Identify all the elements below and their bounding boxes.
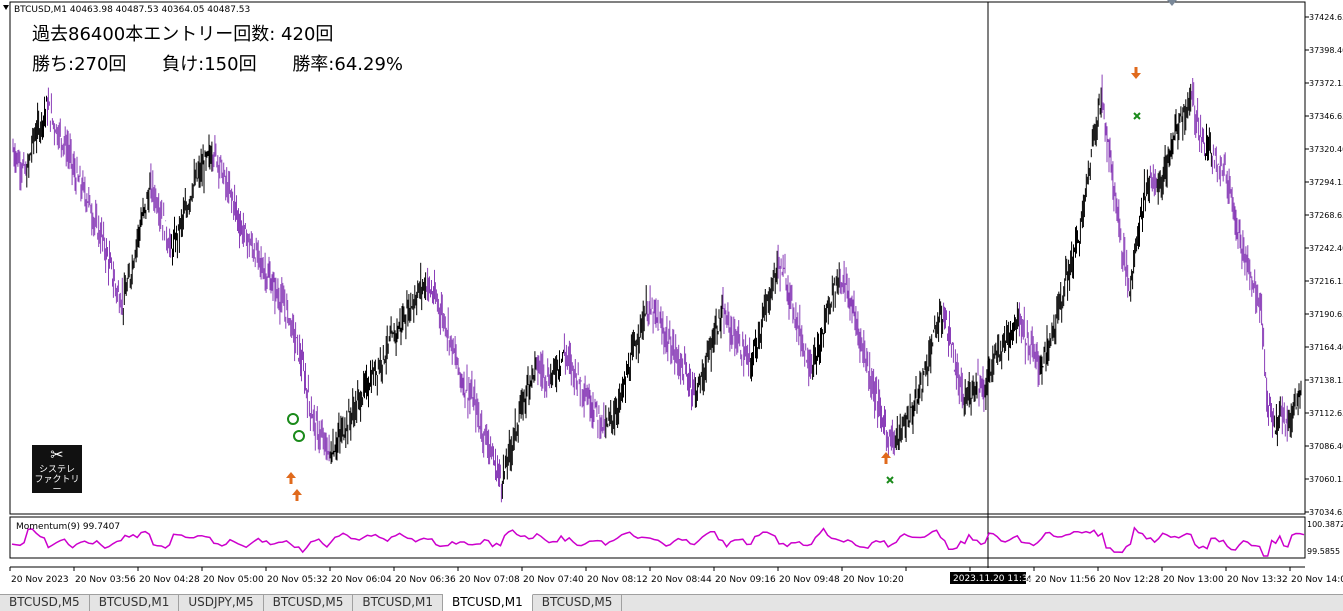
time-tick: 20 Nov 13:32 [1227, 575, 1288, 585]
tab-chart[interactable]: BTCUSD,M5 [533, 595, 623, 611]
time-tick: 20 Nov 08:44 [651, 575, 712, 585]
time-tick: 20 Nov 10:20 [843, 575, 904, 585]
time-tick: 20 Nov 06:36 [395, 575, 456, 585]
buy-arrow-icon [286, 472, 296, 484]
win-circle-icon [287, 413, 299, 425]
logo-line1: システレ [38, 465, 75, 475]
time-tick: 20 Nov 09:48 [779, 575, 840, 585]
buy-arrow-icon [292, 489, 302, 501]
chart-tabs: BTCUSD,M5 BTCUSD,M1 USDJPY,M5 BTCUSD,M5 BTCU… [0, 594, 1343, 611]
indicator-label: Momentum(9) 99.7407 [16, 522, 120, 532]
tools-icon: ✂ [50, 445, 64, 464]
price-tick: 37086.40 [1309, 442, 1343, 451]
price-candles [12, 74, 1302, 503]
tab-chart[interactable]: BTCUSD,M1 [443, 594, 533, 611]
indicator-pane-border [9, 516, 1306, 559]
price-tick: 37034.65 [1309, 508, 1343, 517]
time-tick: 20 Nov 05:32 [267, 575, 328, 585]
time-tick: 20 Nov 03:56 [75, 575, 136, 585]
time-tick: 20 Nov 07:08 [459, 575, 520, 585]
price-tick: 37190.65 [1309, 310, 1343, 319]
sell-arrow-icon [1131, 67, 1141, 79]
dropdown-triangle-icon[interactable] [3, 5, 9, 10]
time-tick: 20 Nov 04:28 [139, 575, 200, 585]
time-tick: 20 Nov 12:28 [1099, 575, 1160, 585]
price-axis: 37424.65 37398.40 37372.15 37346.65 37320.40… [1305, 13, 1343, 517]
momentum-tick: 100.3872 [1307, 520, 1343, 529]
price-tick: 37372.15 [1309, 79, 1343, 88]
tab-chart[interactable]: BTCUSD,M5 [264, 595, 354, 611]
loss-count: 負け:150回 [162, 54, 257, 75]
time-tick: 20 Nov 2023 [11, 575, 69, 585]
buy-arrow-icon [881, 452, 891, 464]
win-circle-icon [293, 430, 305, 442]
momentum-line [11, 526, 1305, 557]
time-tick: 20 Nov 11:56 [1035, 575, 1096, 585]
symbol-info: BTCUSD,M1 40463.98 40487.53 40364.05 404… [14, 5, 250, 15]
price-tick: 37242.40 [1309, 244, 1343, 253]
tab-chart[interactable]: BTCUSD,M5 [0, 595, 90, 611]
stats-panel: 過去86400本エントリー回数: 420回 勝ち:270回 負け:150回 勝率… [32, 20, 433, 80]
trade-markers [286, 67, 1141, 501]
price-tick: 37294.15 [1309, 178, 1343, 187]
time-tick: 20 Nov 07:40 [523, 575, 584, 585]
time-tick: 20 Nov 13:00 [1163, 575, 1224, 585]
logo: ✂ システレ ファクトリー [32, 445, 82, 495]
price-tick: 37112.65 [1309, 409, 1343, 418]
price-tick: 37138.15 [1309, 376, 1343, 385]
time-tick: 20 Nov 05:00 [203, 575, 264, 585]
price-tick: 37424.65 [1309, 13, 1343, 22]
time-tick: 20 Nov 14:04 [1291, 575, 1343, 585]
momentum-tick: 99.5855 [1307, 547, 1340, 556]
stats-row: 勝ち:270回 負け:150回 勝率:64.29% [32, 50, 433, 80]
shift-marker-icon[interactable] [1167, 0, 1177, 6]
momentum-axis: 100.3872 99.5855 [1307, 520, 1343, 556]
price-tick: 37164.40 [1309, 343, 1343, 352]
tab-chart[interactable]: BTCUSD,M1 [90, 595, 180, 611]
loss-cross-icon [1133, 112, 1141, 120]
logo-line2: ファクトリー [34, 475, 80, 495]
price-tick: 37216.15 [1309, 277, 1343, 286]
price-tick: 37060.15 [1309, 475, 1343, 484]
loss-cross-icon [886, 476, 894, 484]
main-chart-border [9, 1, 1306, 515]
time-tick: 20 Nov 08:12 [587, 575, 648, 585]
price-tick: 37320.40 [1309, 145, 1343, 154]
time-axis: 20 Nov 2023 20 Nov 03:56 20 Nov 04:28 20 No… [9, 567, 1343, 585]
momentum-path [11, 526, 1305, 557]
price-tick: 37268.65 [1309, 211, 1343, 220]
crosshair-time: 2023.11.20 11:32 [953, 574, 1033, 584]
crosshair-time-box [950, 572, 1026, 584]
price-tick: 37398.40 [1309, 46, 1343, 55]
time-tick: 20 Nov 06:04 [331, 575, 392, 585]
tab-chart[interactable]: BTCUSD,M1 [353, 595, 444, 611]
entry-count: 過去86400本エントリー回数: 420回 [32, 24, 334, 45]
tab-chart[interactable]: USDJPY,M5 [179, 595, 264, 611]
win-count: 勝ち:270回 [32, 54, 127, 75]
chart-canvas[interactable]: 37424.65 37398.40 37372.15 37346.65 37320.40… [0, 0, 1343, 594]
win-rate: 勝率:64.29% [292, 54, 404, 75]
price-tick: 37346.65 [1309, 112, 1343, 121]
time-tick: 20 Nov 09:16 [715, 575, 776, 585]
